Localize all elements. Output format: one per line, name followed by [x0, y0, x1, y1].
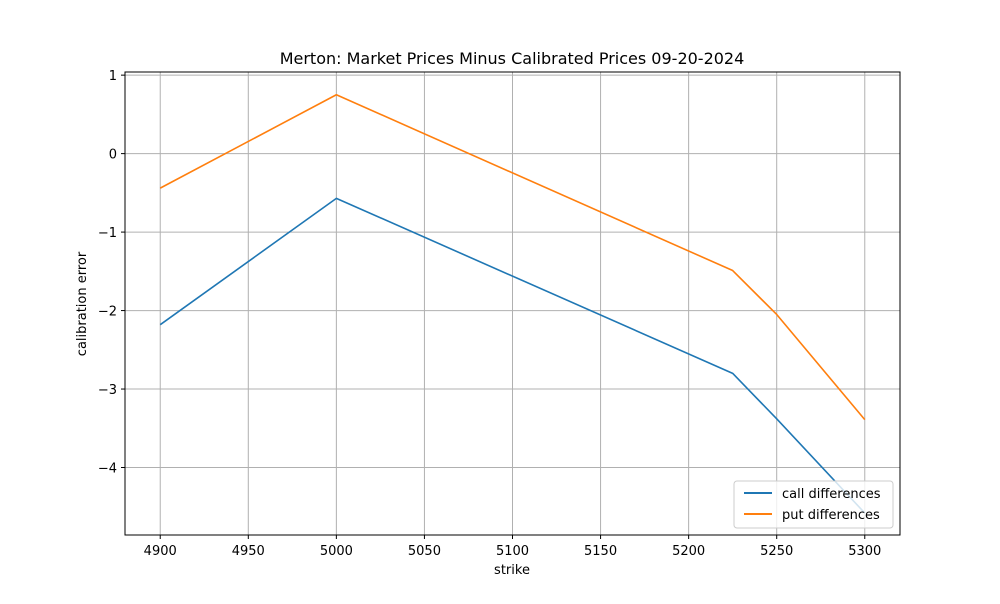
x-tick-label: 5300	[848, 544, 881, 559]
y-tick-label: 1	[109, 69, 117, 84]
y-tick-label: −3	[98, 383, 117, 398]
legend-box	[733, 480, 894, 529]
y-tick-label: −4	[98, 462, 117, 477]
y-axis: 1 0 −1 −2 −3 −4	[98, 69, 125, 477]
x-tick-label: 5000	[320, 544, 353, 559]
series-line-call	[159, 197, 866, 514]
x-tick-label: 5150	[584, 544, 617, 559]
y-tick-label: −1	[98, 226, 117, 241]
x-tick-label: 5200	[672, 544, 705, 559]
x-tick-label: 4900	[144, 544, 177, 559]
series-line-put	[159, 93, 866, 421]
y-tick-label: −2	[98, 305, 117, 320]
y-axis-label: calibration error	[75, 251, 90, 356]
grid	[125, 72, 900, 535]
x-axis-label: strike	[494, 563, 530, 578]
x-tick-label: 5250	[760, 544, 793, 559]
legend: call differences put differences	[733, 480, 894, 529]
chart-title: Merton: Market Prices Minus Calibrated P…	[280, 49, 745, 68]
x-tick-label: 5100	[496, 544, 529, 559]
x-tick-label: 5050	[408, 544, 441, 559]
legend-label-call: call differences	[782, 487, 881, 502]
x-tick-label: 4950	[232, 544, 265, 559]
x-axis: 4900 4950 5000 5050 5100 5150 5200 5250 5300	[144, 535, 881, 559]
y-tick-label: 0	[109, 148, 117, 163]
legend-label-put: put differences	[782, 508, 880, 523]
series-layer	[159, 93, 866, 514]
